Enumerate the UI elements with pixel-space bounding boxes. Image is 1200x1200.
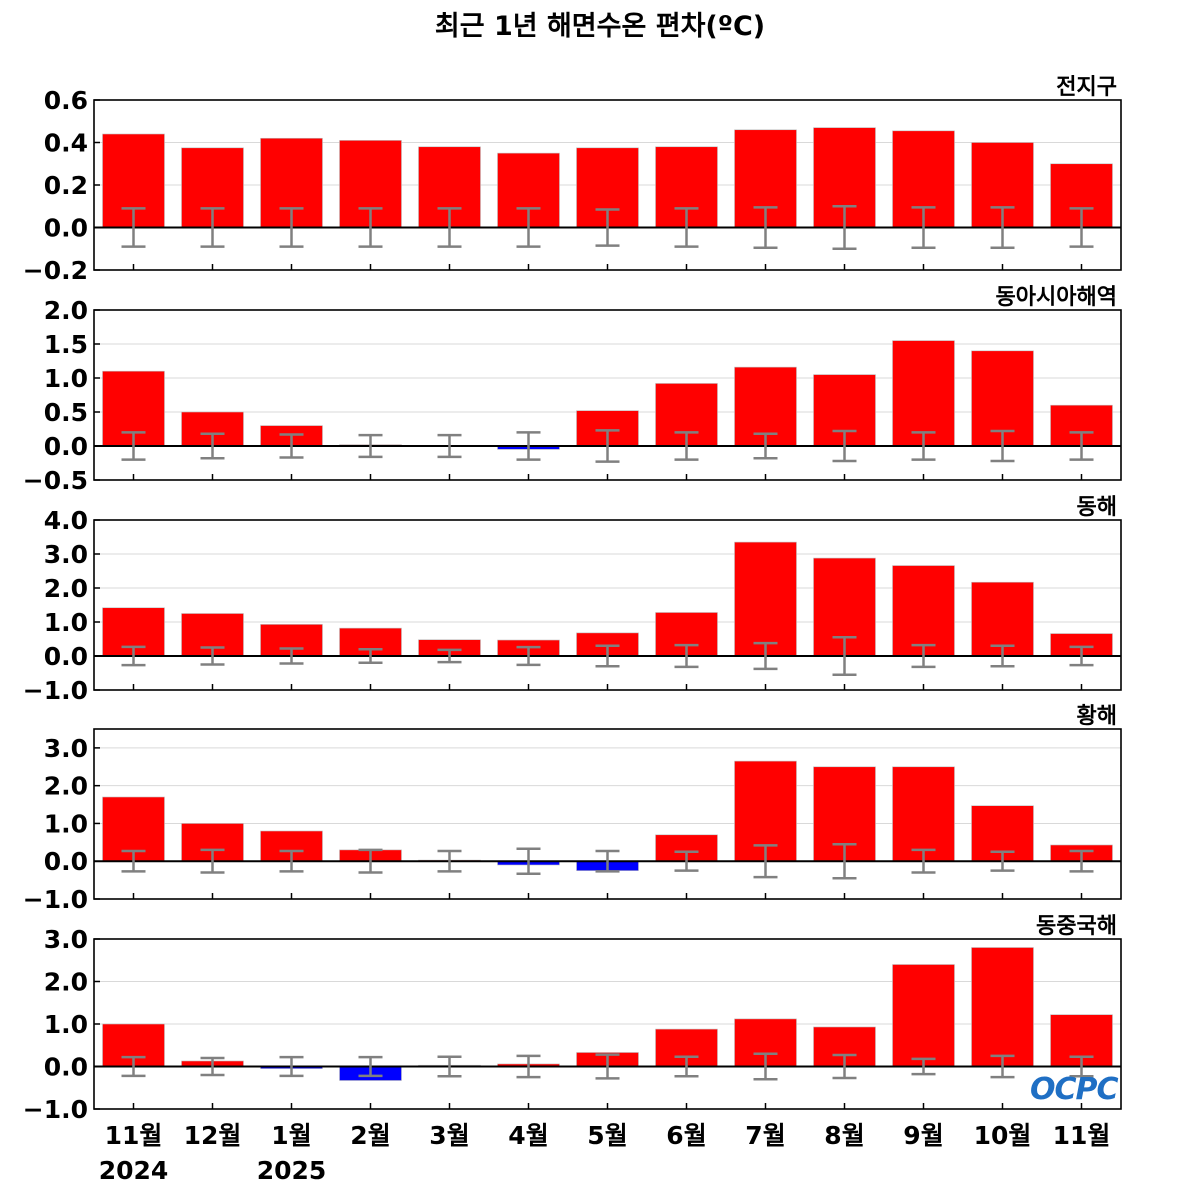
- y-tick-label: 0.0: [44, 214, 88, 243]
- panel-title: 동중국해: [1036, 914, 1117, 939]
- ocpc-logo: OCPC: [1030, 1072, 1119, 1107]
- y-tick-label: 0.2: [44, 171, 88, 200]
- panel-5: −1.0 0.0 1.0 2.0 3.0 동중국해: [23, 914, 1122, 1124]
- panel-title: 황해: [1077, 704, 1117, 729]
- bar: [734, 541, 797, 657]
- x-tick-label: 12월: [184, 1121, 242, 1150]
- y-tick-label: −0.5: [23, 466, 88, 495]
- x-tick-label: 4월: [508, 1121, 548, 1150]
- y-tick-label: 2.0: [44, 296, 88, 325]
- y-tick-label: 0.0: [44, 642, 88, 671]
- bar: [892, 766, 955, 862]
- bar: [892, 964, 955, 1067]
- y-tick-label: 0.5: [44, 398, 88, 427]
- y-tick-label: 1.0: [44, 364, 88, 393]
- y-tick-label: 1.0: [44, 608, 88, 637]
- x-tick-label: 3월: [429, 1121, 469, 1150]
- y-tick-label: −1.0: [23, 885, 88, 914]
- year-label: 2025: [257, 1156, 327, 1185]
- y-tick-label: 2.0: [44, 772, 88, 801]
- y-tick-label: 1.0: [44, 809, 88, 838]
- x-tick-label: 5월: [587, 1121, 627, 1150]
- plot-frame: [93, 728, 1122, 900]
- y-tick-label: 4.0: [44, 506, 88, 535]
- year-label: 2024: [99, 1156, 169, 1185]
- panel-title: 전지구: [1056, 75, 1117, 100]
- x-tick-label: 2월: [350, 1121, 390, 1150]
- chart-title: 최근 1년 해면수온 편차(ºC): [434, 11, 766, 42]
- y-tick-label: −0.2: [23, 256, 88, 285]
- x-tick-label: 8월: [824, 1121, 864, 1150]
- y-tick-label: −1.0: [23, 1095, 88, 1124]
- y-tick-label: 2.0: [44, 968, 88, 997]
- panel-3: −1.0 0.0 1.0 2.0 3.0 4.0 동해: [23, 495, 1122, 705]
- x-axis-labels: 11월 12월 1월 2월 3월 4월 5월 6월 7월 8월 9월 10월 11월 2024 2025: [99, 1121, 1111, 1185]
- bar: [892, 340, 955, 447]
- y-tick-label: 0.0: [44, 847, 88, 876]
- y-tick-label: 3.0: [44, 540, 88, 569]
- bar: [655, 1028, 718, 1067]
- y-tick-label: 0.0: [44, 1053, 88, 1082]
- y-tick-label: 3.0: [44, 925, 88, 954]
- x-tick-label: 6월: [666, 1121, 706, 1150]
- x-tick-label: 11월: [105, 1121, 163, 1150]
- x-tick-label: 10월: [974, 1121, 1032, 1150]
- panel-2: −0.5 0.0 0.5 1.0 1.5 2.0 동아시아해역: [23, 285, 1122, 495]
- bar: [655, 383, 718, 447]
- x-tick-label: 7월: [745, 1121, 785, 1150]
- y-tick-label: 3.0: [44, 734, 88, 763]
- panel-4: −1.0 0.0 1.0 2.0 3.0 황해: [23, 704, 1122, 914]
- bar: [892, 565, 955, 657]
- panel-1: −0.2 0.0 0.2 0.4 0.6 전지구: [23, 75, 1122, 285]
- x-tick-label: 9월: [903, 1121, 943, 1150]
- y-tick-label: 2.0: [44, 574, 88, 603]
- panel-title: 동아시아해역: [996, 285, 1117, 310]
- x-tick-label: 11월: [1053, 1121, 1111, 1150]
- bar: [971, 947, 1034, 1067]
- y-tick-label: 0.4: [44, 129, 88, 158]
- y-tick-label: 1.5: [44, 330, 88, 359]
- y-tick-label: 0.6: [44, 86, 88, 115]
- y-tick-label: −1.0: [23, 676, 88, 705]
- x-tick-label: 1월: [271, 1121, 311, 1150]
- y-tick-label: 1.0: [44, 1010, 88, 1039]
- y-tick-label: 0.0: [44, 432, 88, 461]
- bar: [971, 581, 1034, 657]
- panel-title: 동해: [1077, 495, 1117, 520]
